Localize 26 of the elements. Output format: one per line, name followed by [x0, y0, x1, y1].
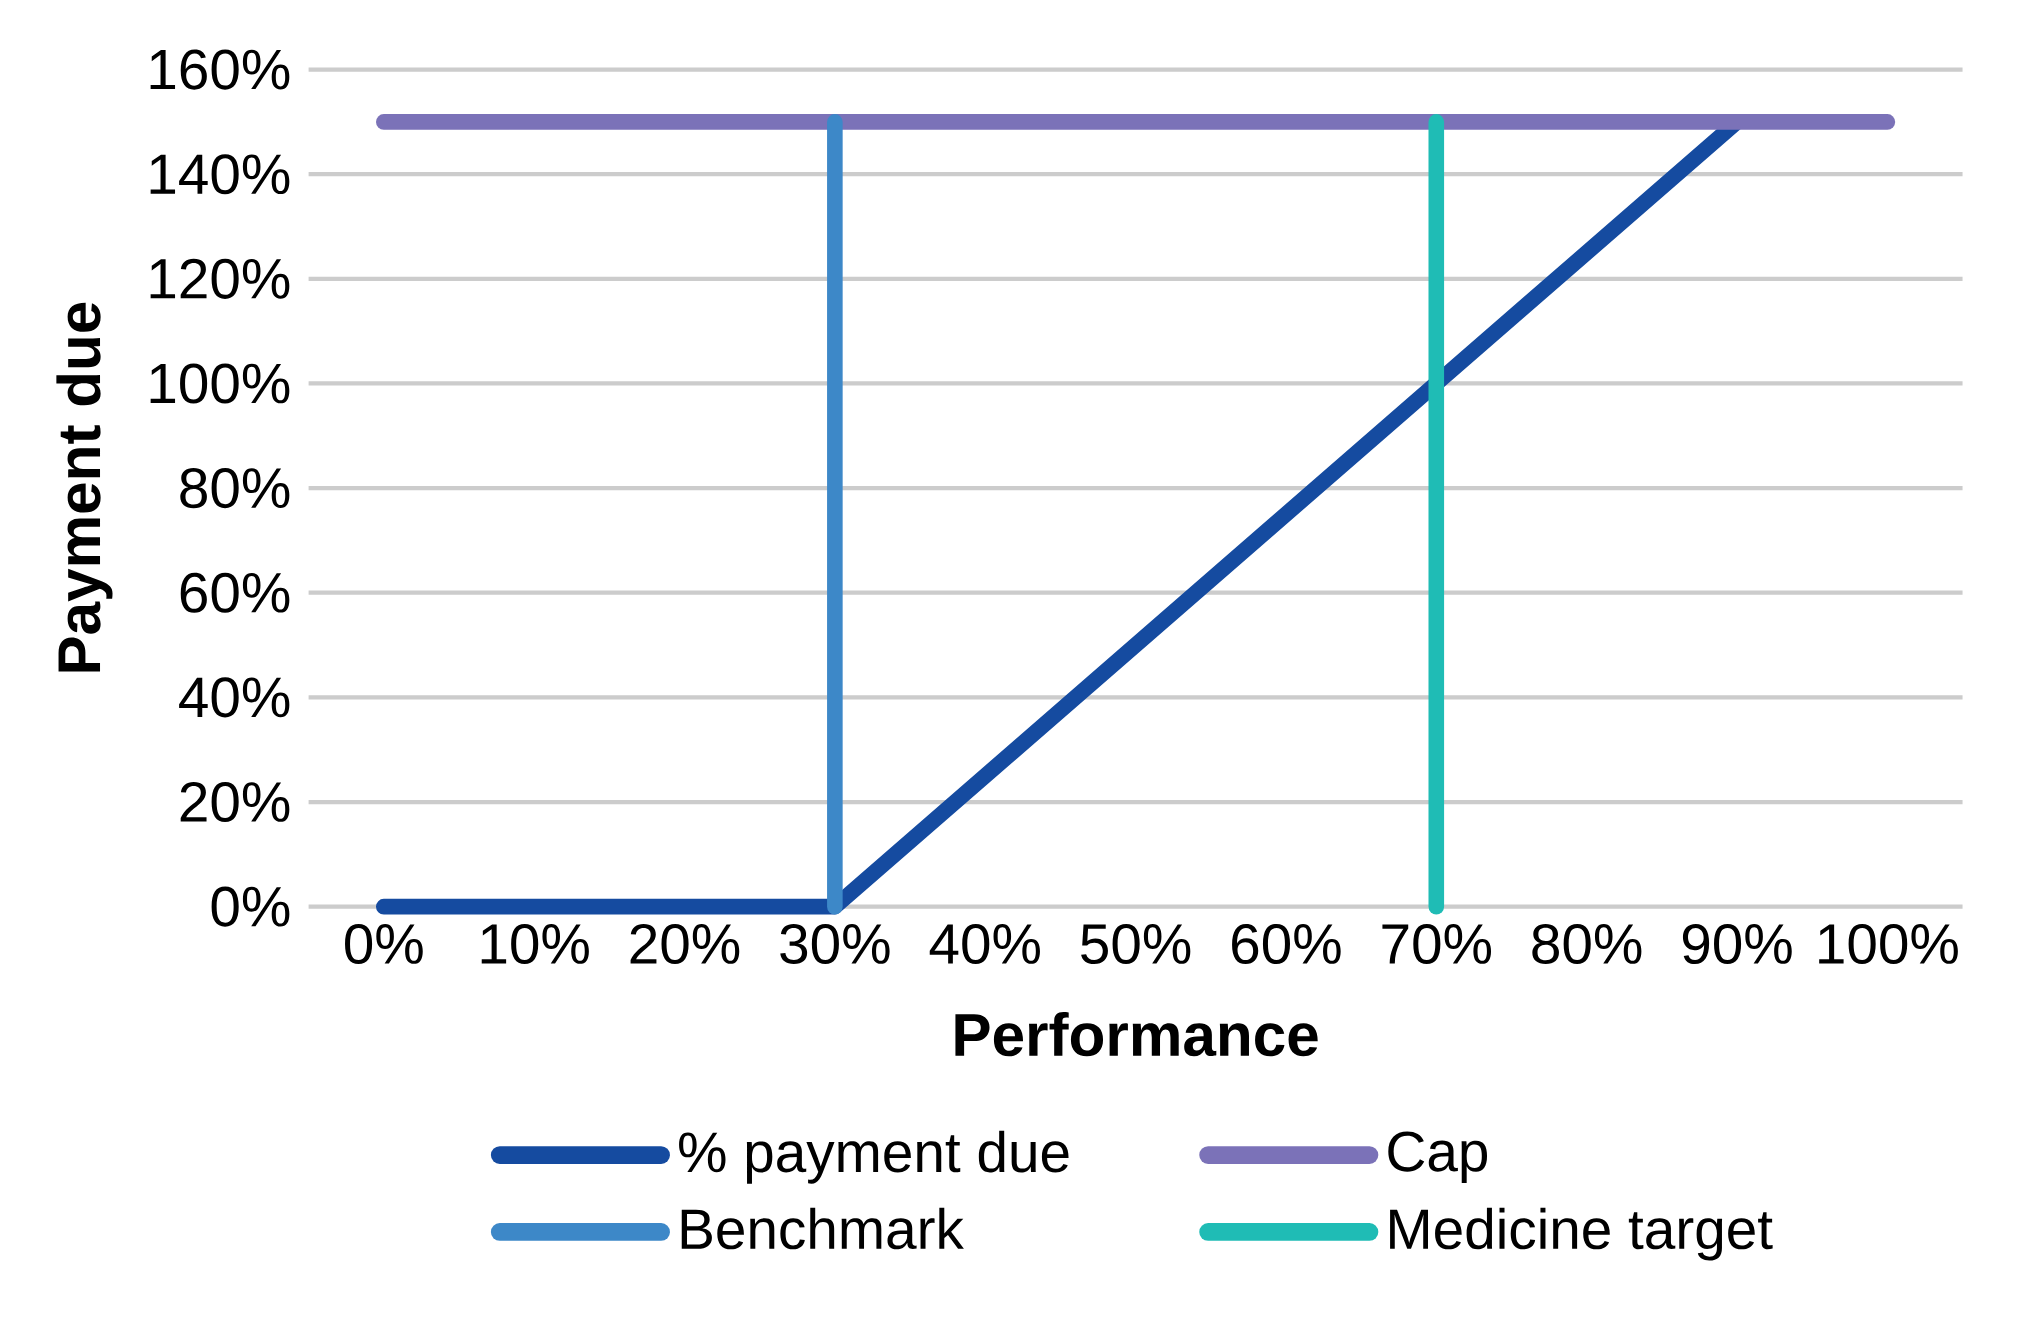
y-axis-title: Payment due: [56, 302, 113, 672]
x-tick-label: 60%: [1232, 923, 1341, 964]
x-tick-label: 90%: [1682, 923, 1792, 964]
y-tick-label: 20%: [180, 781, 290, 822]
y-tick-label: 100%: [150, 363, 290, 404]
legend-label: Cap: [1388, 1131, 1488, 1183]
x-tick-label: 100%: [1819, 923, 1958, 964]
y-tick-label: 120%: [150, 258, 290, 299]
legend-label: % payment due: [679, 1130, 1069, 1184]
legend-label: Benchmark: [681, 1207, 964, 1250]
legend-label: Medicine target: [1390, 1207, 1773, 1261]
y-tick-label: 160%: [150, 49, 290, 90]
y-tick-label: 60%: [180, 572, 290, 613]
y-tick-label: 140%: [150, 154, 290, 195]
x-tick-label: 70%: [1382, 923, 1492, 964]
y-tick-label: 80%: [180, 467, 290, 509]
x-tick-label: 0%: [345, 923, 423, 964]
x-tick-label: 80%: [1532, 923, 1642, 964]
y-tick-label: 0%: [211, 886, 290, 927]
y-tick-label: 40%: [179, 677, 290, 718]
x-axis-title: Performance: [955, 1011, 1318, 1057]
x-tick-label: 50%: [1081, 923, 1191, 964]
x-tick-label: 30%: [780, 923, 890, 964]
x-tick-label: 40%: [929, 923, 1040, 964]
x-tick-label: 10%: [481, 923, 589, 964]
x-tick-label: 20%: [630, 923, 740, 964]
